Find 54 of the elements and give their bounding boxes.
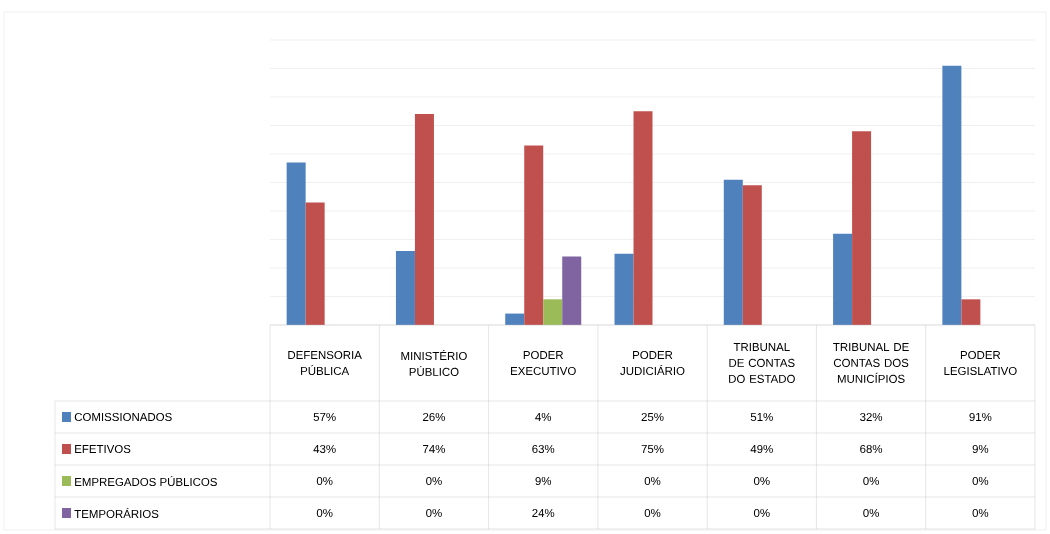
bar	[414, 114, 434, 325]
data-label: 0%	[863, 508, 879, 518]
data-label: 68%	[860, 444, 883, 454]
x-tick-label: PODER LEGISLATIVO	[944, 350, 1017, 376]
x-tick-label: TRIBUNAL DE CONTAS DO ESTADO	[729, 343, 795, 383]
data-label: 9%	[972, 444, 989, 454]
data-label: 0%	[644, 476, 661, 486]
data-label: 0%	[316, 508, 333, 518]
bar	[633, 111, 653, 325]
data-label: 32%	[860, 412, 883, 422]
bar	[562, 256, 582, 325]
bar	[961, 299, 981, 325]
data-label: 0%	[753, 508, 770, 518]
data-label: 0%	[972, 476, 989, 486]
legend-label: EMPREGADOS PÚBLICOS	[75, 475, 217, 487]
bar	[723, 179, 743, 325]
data-label: 25%	[641, 412, 664, 422]
data-label: 51%	[750, 412, 773, 422]
data-label: 9%	[535, 476, 552, 486]
data-label: 63%	[532, 444, 555, 454]
data-label: 26%	[423, 412, 445, 422]
bar	[942, 65, 962, 325]
data-label: 91%	[969, 412, 992, 422]
data-label: 0%	[426, 508, 442, 518]
x-tick-label: PODER EXECUTIVO	[511, 350, 576, 376]
data-label: 75%	[641, 444, 664, 454]
bar	[833, 233, 853, 325]
bar	[852, 131, 872, 325]
data-label: 0%	[863, 476, 879, 486]
x-tick-label: MINISTÉRIO PÚBLICO	[401, 349, 467, 376]
bar	[286, 162, 306, 325]
bar	[742, 185, 762, 325]
bar	[614, 253, 634, 325]
data-label: 0%	[316, 476, 333, 486]
data-label: 43%	[313, 444, 336, 454]
data-label: 0%	[753, 476, 770, 486]
data-label: 0%	[972, 508, 989, 518]
bar	[543, 299, 563, 325]
bar	[305, 202, 325, 325]
data-label: 49%	[750, 444, 773, 454]
data-label: 0%	[426, 476, 442, 486]
bar	[524, 145, 544, 325]
data-label: 24%	[532, 508, 555, 518]
legend-label: EFETIVOS	[75, 444, 131, 454]
x-tick-label: TRIBUNAL DE CONTAS DOS MUNICÍPIOS	[833, 343, 909, 383]
data-label: 74%	[423, 444, 445, 453]
data-label: 57%	[313, 412, 336, 422]
legend-label: TEMPORÁRIOS	[74, 507, 159, 519]
legend-label: COMISSIONADOS	[74, 412, 172, 422]
x-tick-label: DEFENSORIA PÚBLICA	[288, 350, 362, 376]
x-tick-label: PODER JUDICIÁRIO	[620, 350, 685, 376]
data-label: 0%	[644, 508, 661, 518]
data-label: 4%	[535, 412, 552, 421]
bar	[395, 250, 415, 325]
